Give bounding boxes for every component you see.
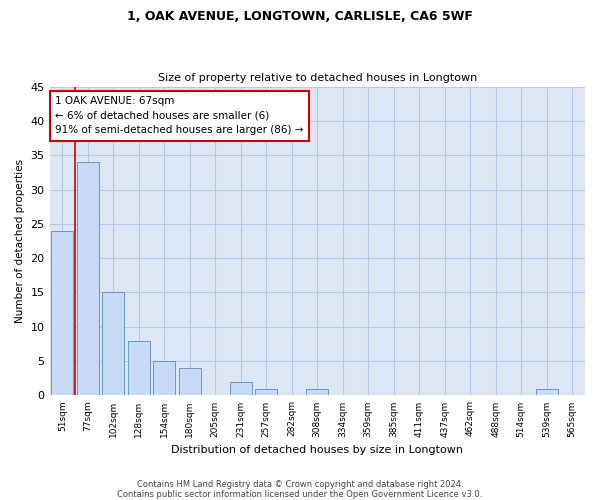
Text: Contains public sector information licensed under the Open Government Licence v3: Contains public sector information licen… xyxy=(118,490,482,499)
Text: 1, OAK AVENUE, LONGTOWN, CARLISLE, CA6 5WF: 1, OAK AVENUE, LONGTOWN, CARLISLE, CA6 5… xyxy=(127,10,473,23)
Bar xyxy=(536,388,557,396)
Bar xyxy=(230,382,251,396)
Bar xyxy=(256,388,277,396)
Bar xyxy=(154,361,175,396)
Bar xyxy=(179,368,200,396)
Bar xyxy=(52,230,73,396)
Bar xyxy=(77,162,98,396)
Title: Size of property relative to detached houses in Longtown: Size of property relative to detached ho… xyxy=(158,73,477,83)
Bar xyxy=(307,388,328,396)
Bar xyxy=(103,292,124,396)
Text: Contains HM Land Registry data © Crown copyright and database right 2024.: Contains HM Land Registry data © Crown c… xyxy=(137,480,463,489)
Bar xyxy=(128,340,149,396)
Text: 1 OAK AVENUE: 67sqm
← 6% of detached houses are smaller (6)
91% of semi-detached: 1 OAK AVENUE: 67sqm ← 6% of detached hou… xyxy=(55,96,304,136)
X-axis label: Distribution of detached houses by size in Longtown: Distribution of detached houses by size … xyxy=(171,445,463,455)
Y-axis label: Number of detached properties: Number of detached properties xyxy=(15,159,25,323)
